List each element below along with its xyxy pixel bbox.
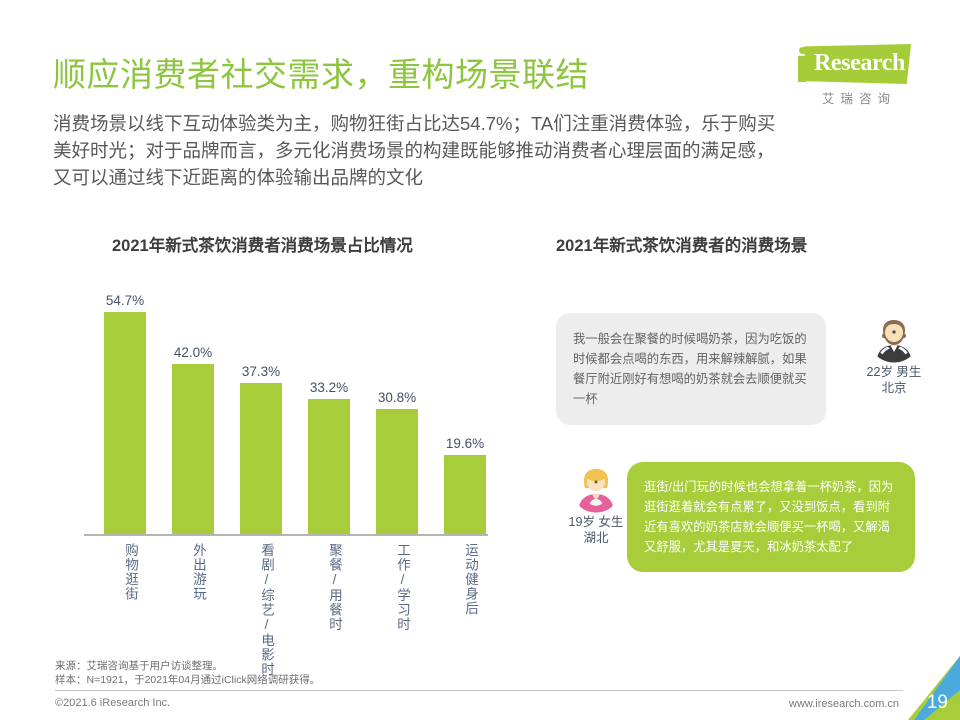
chart-title: 2021年新式茶饮消费者消费场景占比情况 xyxy=(112,237,413,255)
x-axis-label: 工作/学习时 xyxy=(395,543,410,632)
website-url: www.iresearch.com.cn xyxy=(789,698,900,710)
bar-value-label: 19.6% xyxy=(445,435,485,451)
bar-column: 54.7% xyxy=(104,290,146,535)
bar-value-label: 54.7% xyxy=(105,292,145,308)
bar-column: 42.0% xyxy=(172,290,214,535)
persona-1-city: 北京 xyxy=(881,381,907,395)
source-line-2: 样本：N=1921，于2021年04月通过iClick网络调研获得。 xyxy=(55,674,321,686)
bar-value-label: 37.3% xyxy=(241,363,281,379)
x-axis-label: 看剧/综艺/电影时 xyxy=(259,543,274,677)
x-axis-label: 聚餐/用餐时 xyxy=(327,543,342,632)
persona-1: 22岁 男生 北京 xyxy=(846,312,942,396)
footer-divider xyxy=(55,690,903,691)
female-avatar-icon xyxy=(571,463,621,513)
persona-1-name: 22岁 男生 xyxy=(866,365,922,379)
bar-column: 33.2% xyxy=(308,290,350,535)
source-line-1: 来源：艾瑞咨询基于用户访谈整理。 xyxy=(55,660,223,672)
bar-chart: 54.7% 42.0% 37.3% 33.2% 30.8% 19.6% xyxy=(84,290,486,535)
logo-i-dot-icon xyxy=(799,47,806,54)
page-title: 顺应消费者社交需求，重构场景联结 xyxy=(53,56,589,93)
logo-wordmark: Research xyxy=(814,50,905,76)
persona-2: 19岁 女生 湖北 xyxy=(548,462,644,546)
bar-column: 30.8% xyxy=(376,290,418,535)
corner-decoration xyxy=(890,656,960,720)
copyright-text: ©2021.6 iResearch Inc. xyxy=(55,697,171,709)
bar-column: 19.6% xyxy=(444,290,486,535)
page-summary: 消费场景以线下互动体验类为主，购物狂街占比达54.7%；TA们注重消费体验，乐于… xyxy=(53,113,776,188)
logo-badge-shape xyxy=(804,44,911,84)
bar-value-label: 33.2% xyxy=(309,380,349,396)
bar-value-label: 42.0% xyxy=(173,344,213,360)
quote-bubble-2: 逛街/出门玩的时候也会想拿着一杯奶茶，因为逛街逛着就会有点累了，又没到饭点，看到… xyxy=(627,462,915,572)
bar xyxy=(104,311,146,535)
quote-bubble-1: 我一般会在聚餐的时候喝奶茶，因为吃饭的时候都会点喝的东西，用来解辣解腻，如果餐厅… xyxy=(556,313,826,425)
bar-value-label: 30.8% xyxy=(377,390,417,406)
source-note: 来源：艾瑞咨询基于用户访谈整理。 样本：N=1921，于2021年04月通过iC… xyxy=(55,659,320,687)
bar xyxy=(444,454,486,535)
x-axis-label: 购物逛街 xyxy=(123,543,138,601)
x-axis-label: 外出游玩 xyxy=(191,543,206,601)
x-axis-label: 运动健身后 xyxy=(463,543,478,616)
bar xyxy=(240,382,282,535)
bar xyxy=(308,399,350,535)
persona-2-name: 19岁 女生 xyxy=(568,515,624,529)
iresearch-logo: Research 艾瑞咨询 xyxy=(786,44,911,106)
chart-x-axis xyxy=(84,534,488,536)
page-number: 19 xyxy=(926,692,948,713)
bar-column: 37.3% xyxy=(240,290,282,535)
logo-chinese-name: 艾瑞咨询 xyxy=(821,92,896,106)
quotes-panel-title: 2021年新式茶饮消费者的消费场景 xyxy=(556,237,808,255)
logo-i-stem-icon xyxy=(798,56,806,82)
male-avatar-icon xyxy=(869,313,919,363)
bar xyxy=(172,363,214,535)
persona-2-city: 湖北 xyxy=(583,531,609,545)
bar xyxy=(376,409,418,535)
